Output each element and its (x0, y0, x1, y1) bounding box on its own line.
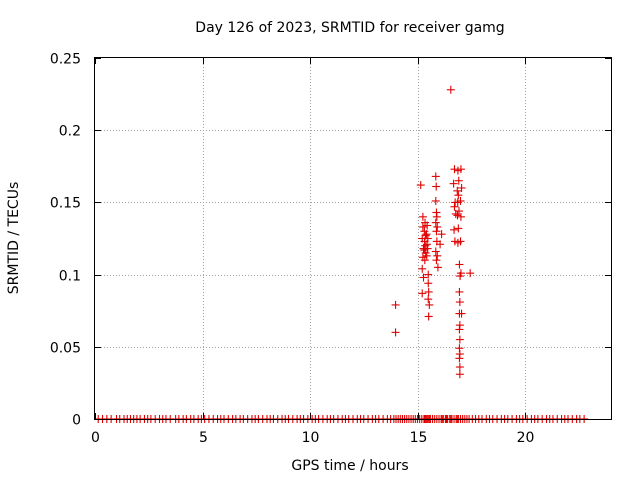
data-point (453, 211, 462, 220)
x-tick-label: 5 (199, 430, 208, 446)
data-point (424, 312, 433, 321)
data-point (431, 196, 440, 205)
plot-frame (94, 57, 612, 420)
axis-ticks (95, 58, 611, 420)
data-point (418, 222, 427, 231)
data-point (449, 179, 458, 188)
data-point (432, 212, 441, 221)
data-point (433, 222, 442, 231)
y-tick-label: 0.1 (59, 269, 81, 285)
data-point (454, 176, 463, 185)
data-point (466, 269, 475, 278)
data-point (454, 191, 463, 200)
data-point (432, 256, 441, 265)
data-point (420, 256, 429, 265)
data-point (456, 212, 465, 221)
y-axis-label: SRMTID / TECUs (6, 182, 22, 295)
data-point (455, 298, 464, 307)
data-point (422, 240, 431, 249)
data-point (450, 225, 459, 234)
data-point (423, 221, 432, 230)
x-axis-label: GPS time / hours (291, 458, 408, 474)
data-point (418, 289, 427, 298)
y-tick-label: 0.2 (59, 124, 81, 140)
y-tick-label: 0 (72, 413, 81, 429)
data-point (432, 227, 441, 236)
data-point (433, 263, 442, 272)
data-point (422, 251, 431, 260)
data-point (455, 325, 464, 334)
data-point (455, 363, 464, 372)
data-point (456, 272, 465, 281)
data-point (423, 234, 432, 243)
data-point (431, 247, 440, 256)
data-point (423, 244, 432, 253)
data-point (455, 335, 464, 344)
x-tick-label: 15 (410, 430, 428, 446)
x-tick-label: 20 (517, 430, 535, 446)
data-point (431, 218, 440, 227)
data-point (418, 264, 427, 273)
data-point (437, 230, 446, 239)
data-point (454, 224, 463, 233)
data-point (456, 237, 465, 246)
data-point (391, 300, 400, 309)
data-point (455, 354, 464, 363)
data-point (424, 279, 433, 288)
data-point (391, 328, 400, 337)
data-point (457, 309, 466, 318)
data-point (416, 181, 425, 190)
data-point (450, 202, 459, 211)
data-point (446, 85, 455, 94)
data-point (424, 270, 433, 279)
data-point (455, 370, 464, 379)
data-point (455, 260, 464, 269)
grid-lines (95, 58, 611, 419)
data-point (433, 251, 442, 260)
data-point (453, 186, 462, 195)
x-tick-label: 0 (91, 430, 100, 446)
data-point (436, 240, 445, 249)
x-tick-label: 10 (302, 430, 320, 446)
data-point (418, 212, 427, 221)
y-tick-labels: 0 0.05 0.1 0.15 0.2 0.25 (50, 52, 81, 429)
data-point (422, 230, 431, 239)
data-point (419, 273, 428, 282)
data-point (431, 172, 440, 181)
data-point (457, 183, 466, 192)
y-tick-label: 0.25 (50, 52, 81, 68)
data-point (456, 165, 465, 174)
data-point (424, 295, 433, 304)
chart-title: Day 126 of 2023, SRMTID for receiver gam… (195, 20, 504, 36)
data-point (424, 287, 433, 296)
y-tick-label: 0.15 (50, 196, 81, 212)
data-point (425, 300, 434, 309)
y-tick-label: 0.05 (50, 341, 81, 357)
data-point (455, 287, 464, 296)
data-point (432, 182, 441, 191)
data-point (456, 196, 465, 205)
data-point (454, 207, 463, 216)
data-points (94, 85, 589, 423)
x-tick-labels: 0 5 10 15 20 (91, 430, 534, 446)
